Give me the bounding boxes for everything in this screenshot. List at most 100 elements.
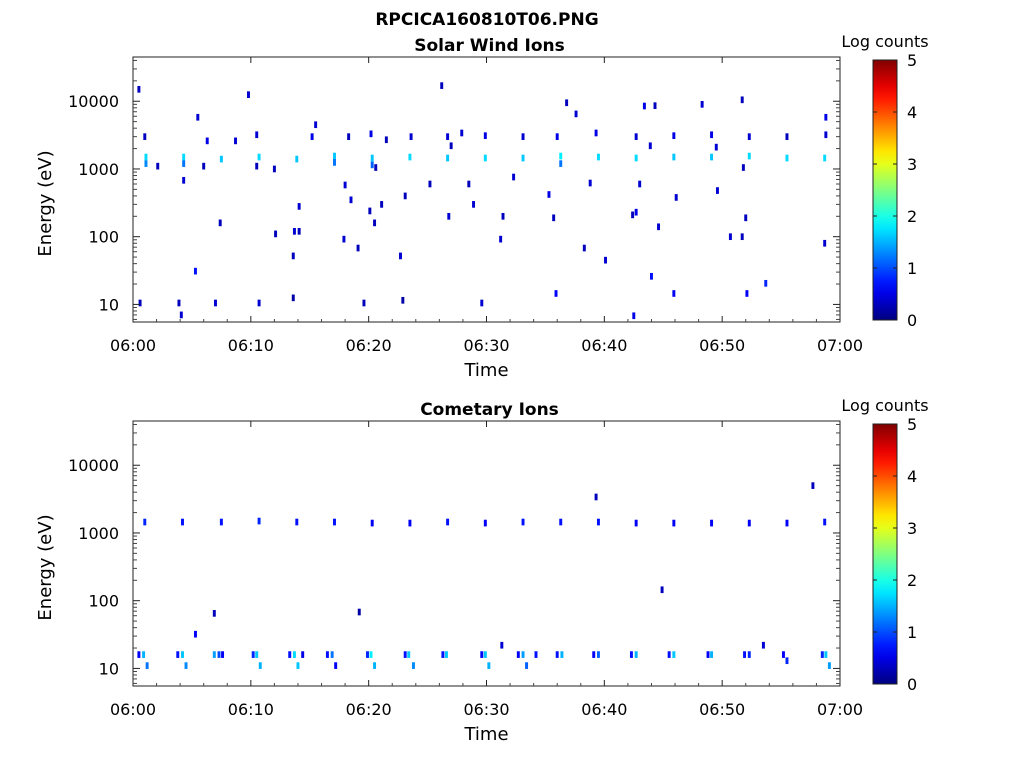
data-cell	[740, 96, 744, 104]
data-cell	[202, 162, 206, 170]
data-cell	[219, 518, 223, 526]
data-cell	[373, 219, 377, 227]
data-cell	[555, 651, 559, 658]
data-cell	[357, 608, 361, 616]
data-cell	[333, 152, 336, 160]
data-cell	[559, 518, 563, 526]
data-cell	[629, 651, 633, 658]
data-cell	[217, 651, 221, 658]
data-cell	[467, 180, 471, 188]
data-cell	[596, 651, 600, 658]
data-cell	[499, 235, 503, 243]
data-cell	[747, 519, 751, 527]
data-cell	[369, 130, 373, 138]
data-cell	[374, 164, 378, 171]
data-cell	[347, 133, 351, 140]
data-cell	[221, 651, 225, 658]
data-cell	[460, 129, 464, 137]
y-tick-label: 1000	[78, 160, 119, 179]
data-cell	[177, 299, 181, 307]
data-cell	[710, 131, 714, 139]
data-cell	[257, 153, 261, 161]
data-cell	[554, 290, 558, 297]
data-cell	[516, 651, 520, 658]
x-tick-label: 07:00	[817, 336, 863, 355]
data-cell	[588, 179, 592, 187]
data-cell	[399, 252, 402, 260]
y-tick-label: 10	[99, 295, 119, 314]
data-cell	[295, 155, 299, 163]
data-cell	[257, 517, 261, 525]
data-cell	[653, 102, 657, 110]
data-cell	[596, 153, 600, 161]
data-cell	[632, 312, 636, 320]
data-cell	[740, 233, 744, 241]
data-cell	[745, 290, 749, 297]
x-tick-label: 06:30	[463, 336, 509, 355]
data-cell	[384, 136, 388, 144]
x-tick-label: 06:50	[699, 700, 745, 719]
x-tick-label: 06:10	[228, 700, 274, 719]
data-cell	[638, 180, 642, 188]
colorbar-tick-label: 2	[907, 207, 917, 226]
x-tick-label: 06:50	[699, 336, 745, 355]
data-cell	[218, 219, 222, 227]
data-cell	[483, 519, 487, 527]
data-cell	[314, 121, 318, 129]
data-cell	[179, 311, 183, 319]
colorbar-tick-label: 4	[907, 467, 917, 486]
data-cell	[291, 294, 295, 302]
data-cell	[182, 160, 186, 167]
figure-title: RPCICA160810T06.PNG	[375, 10, 598, 30]
plot-area	[132, 56, 841, 323]
y-tick-label: 10	[99, 659, 119, 678]
x-tick-label: 06:00	[110, 700, 156, 719]
data-cell	[785, 133, 789, 140]
data-cell	[521, 651, 525, 658]
colorbar-label: Log counts	[841, 32, 928, 51]
data-cell	[747, 133, 751, 140]
data-cell	[143, 518, 147, 526]
data-cell	[634, 154, 638, 162]
x-tick-label: 06:10	[228, 336, 274, 355]
data-cell	[143, 133, 147, 140]
data-cell	[487, 662, 491, 669]
x-axis-label: Time	[463, 724, 508, 745]
data-cell	[594, 493, 598, 501]
data-cell	[274, 230, 278, 238]
data-cell	[710, 519, 714, 527]
data-cell	[521, 518, 525, 526]
y-tick-label: 1000	[78, 524, 119, 543]
data-cell	[193, 267, 197, 275]
y-axis-label: Energy (eV)	[35, 150, 56, 256]
colorbar-tick-label: 1	[907, 623, 917, 642]
data-cell	[672, 651, 676, 658]
colorbar-tick-label: 3	[907, 519, 917, 538]
data-cell	[408, 153, 412, 161]
data-cell	[827, 662, 831, 669]
data-cell	[706, 651, 710, 658]
data-cell	[781, 651, 785, 658]
colorbar-tick-label: 0	[907, 311, 917, 330]
data-cell	[449, 142, 453, 150]
data-cell	[824, 651, 828, 658]
data-cell	[373, 662, 377, 669]
data-cell	[582, 244, 586, 252]
panel-2: 06:00 06:10 06:20 06:30 06:40 06:50 07:0010100…	[35, 396, 929, 745]
data-cell	[501, 212, 505, 220]
data-cell	[380, 201, 384, 208]
data-cell	[368, 207, 372, 215]
x-axis-label: Time	[463, 360, 508, 381]
data-cell	[234, 137, 237, 145]
data-cell	[761, 641, 765, 649]
data-cell	[444, 651, 448, 658]
data-cell	[555, 133, 559, 140]
x-tick-label: 06:20	[346, 700, 392, 719]
data-cell	[480, 651, 484, 658]
data-cell	[349, 196, 353, 204]
data-cell	[604, 256, 607, 264]
data-cell	[710, 651, 714, 658]
data-cell	[574, 110, 578, 118]
colorbar-tick-label: 0	[907, 675, 917, 694]
data-cell	[403, 651, 407, 658]
